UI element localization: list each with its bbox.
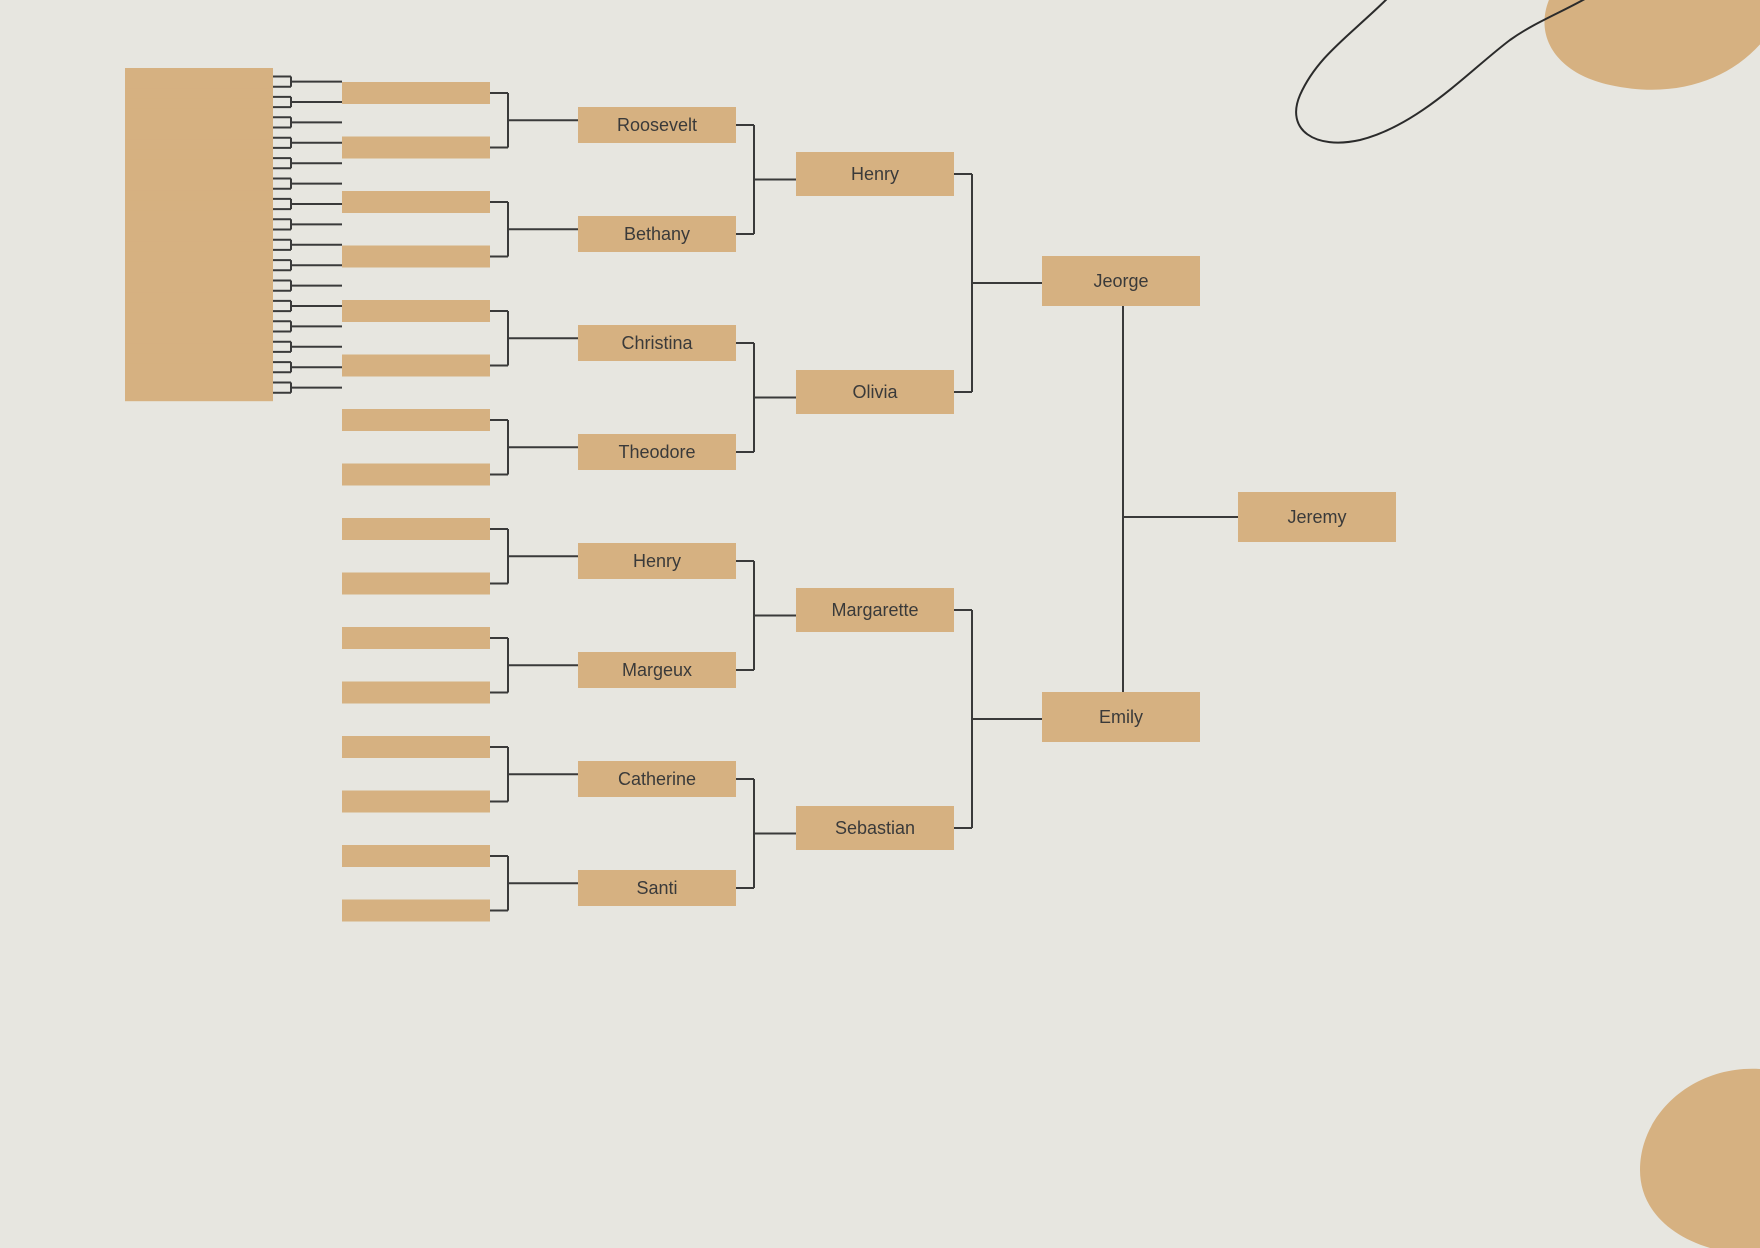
gen8-slot-label: Roosevelt <box>617 115 697 135</box>
gen4-slot-label: Sebastian <box>835 818 915 838</box>
gen16-slot <box>342 191 490 213</box>
gen16-slot <box>342 682 490 704</box>
gen16-slot <box>342 464 490 486</box>
gen16-slot <box>342 246 490 268</box>
gen8-slot-label: Bethany <box>624 224 690 244</box>
gen16-slot <box>342 900 490 922</box>
gen8-slot-label: Henry <box>633 551 681 571</box>
gen16-slot <box>342 573 490 595</box>
gen16-slot <box>342 355 490 377</box>
gen16-slot <box>342 518 490 540</box>
gen1-slot-label: Jeremy <box>1287 507 1346 527</box>
gen2-slot-label: Emily <box>1099 707 1143 727</box>
gen8-slot-label: Margeux <box>622 660 692 680</box>
gen8-slot-label: Theodore <box>618 442 695 462</box>
gen16-slot <box>342 82 490 104</box>
gen4-slot-label: Olivia <box>852 382 898 402</box>
gen32-slot <box>125 384 273 401</box>
gen16-slot <box>342 409 490 431</box>
gen16-slot <box>342 137 490 159</box>
gen8-slot-label: Catherine <box>618 769 696 789</box>
gen8-slot-label: Christina <box>621 333 693 353</box>
gen16-slot <box>342 845 490 867</box>
gen16-slot <box>342 300 490 322</box>
gen16-slot <box>342 791 490 813</box>
gen16-slot <box>342 736 490 758</box>
family-tree-diagram: Roosevelt Bethany Christina Theodore Henry Ma… <box>0 0 1760 1248</box>
gen4-slot-label: Margarette <box>831 600 918 620</box>
gen8-slot-label: Santi <box>636 878 677 898</box>
gen4-slot-label: Henry <box>851 164 899 184</box>
gen16-slot <box>342 627 490 649</box>
gen2-slot-label: Jeorge <box>1093 271 1148 291</box>
